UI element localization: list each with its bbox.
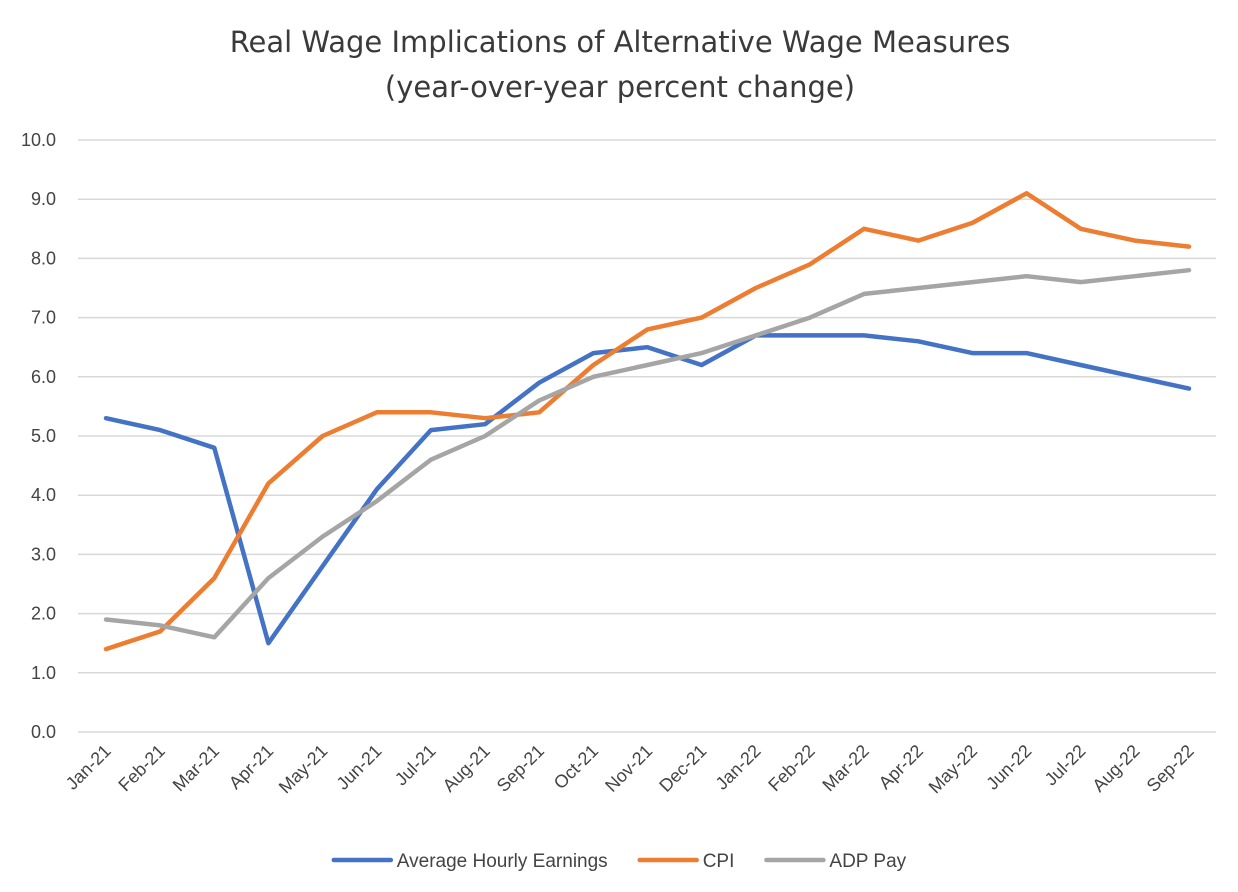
y-tick-label: 5.0 — [31, 426, 56, 446]
y-tick-label: 8.0 — [31, 248, 56, 268]
series-lines — [103, 191, 1192, 652]
x-tick-label: Aug-21 — [439, 741, 494, 796]
x-tick-label: Mar-22 — [818, 741, 872, 795]
legend-item: ADP Pay — [764, 851, 907, 872]
x-tick-label: Jun-21 — [333, 741, 386, 794]
chart-title: Real Wage Implications of Alternative Wa… — [230, 25, 1011, 59]
x-tick-label: Feb-22 — [764, 741, 818, 795]
y-tick-label: 2.0 — [31, 604, 56, 624]
chart-subtitle: (year-over-year percent change) — [385, 70, 855, 104]
x-tick-label: Oct-21 — [550, 741, 602, 793]
x-tick-label: Feb-21 — [114, 741, 168, 795]
legend-label: CPI — [703, 851, 735, 872]
x-tick-label: Apr-21 — [225, 741, 277, 793]
y-tick-label: 1.0 — [31, 663, 56, 683]
x-tick-label: Jan-21 — [62, 741, 115, 794]
y-tick-label: 10.0 — [21, 130, 56, 150]
legend: Average Hourly Earnings CPI ADP Pay — [331, 851, 907, 872]
x-tick-label: Apr-22 — [875, 741, 927, 793]
y-tick-label: 9.0 — [31, 189, 56, 209]
y-tick-label: 0.0 — [31, 722, 56, 742]
x-tick-label: Sep-21 — [493, 741, 548, 796]
y-axis-tick-labels: 0.0 1.0 2.0 3.0 4.0 5.0 6.0 7.0 8.0 9.0 10.0 — [21, 130, 56, 742]
y-tick-label: 4.0 — [31, 485, 56, 505]
gridlines — [78, 139, 1216, 733]
x-tick-label: Nov-21 — [601, 741, 656, 796]
legend-item: CPI — [637, 851, 735, 872]
legend-item: Average Hourly Earnings — [331, 851, 608, 872]
x-tick-label: Aug-22 — [1088, 741, 1143, 796]
x-tick-label: Mar-21 — [169, 741, 223, 795]
chart-title-group: Real Wage Implications of Alternative Wa… — [230, 25, 1011, 104]
x-tick-label: Jun-22 — [982, 741, 1035, 794]
series-line-cpi — [103, 191, 1192, 652]
x-tick-label: May-22 — [925, 741, 982, 798]
x-tick-label: Sep-22 — [1143, 741, 1198, 796]
series-line-adp-pay — [103, 267, 1192, 640]
x-tick-label: Jul-22 — [1041, 741, 1090, 790]
x-tick-label: May-21 — [275, 741, 332, 798]
x-tick-label: Jan-22 — [712, 741, 765, 794]
y-tick-label: 3.0 — [31, 544, 56, 564]
x-tick-label: Jul-21 — [391, 741, 440, 790]
y-tick-label: 6.0 — [31, 367, 56, 387]
y-tick-label: 7.0 — [31, 308, 56, 328]
legend-label: ADP Pay — [829, 851, 906, 872]
x-tick-label: Dec-21 — [655, 741, 710, 796]
legend-label: Average Hourly Earnings — [397, 851, 608, 872]
series-line-average-hourly-earnings — [103, 333, 1192, 646]
